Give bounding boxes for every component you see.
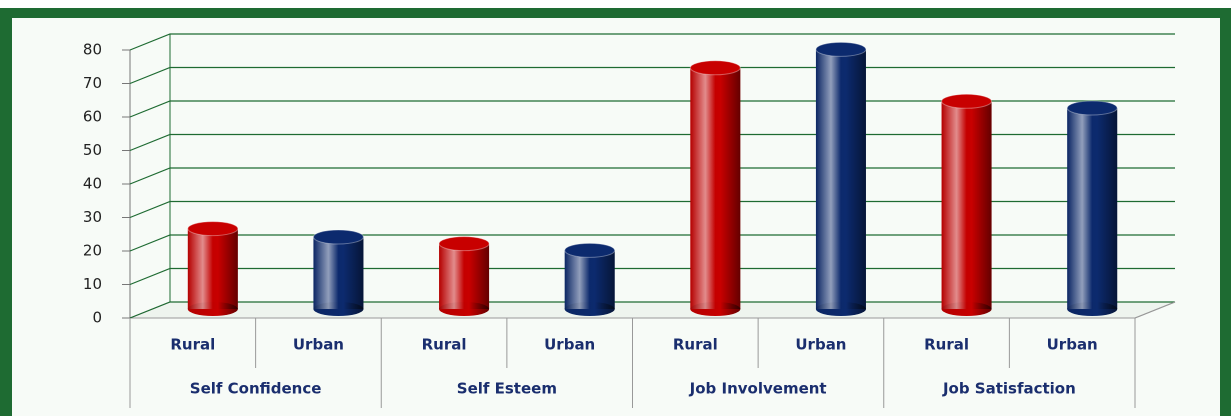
y-tick-label: 80 (83, 41, 102, 59)
y-tick-label: 60 (83, 108, 102, 126)
bar-highlight (1067, 108, 1118, 309)
group-label: Self Confidence (190, 380, 322, 398)
bar-highlight (187, 228, 238, 309)
y-tick-label: 0 (92, 309, 102, 327)
y-tick-label: 40 (83, 175, 102, 193)
y-tick-label: 20 (83, 242, 102, 260)
category-label: Rural (170, 336, 215, 354)
bar-cap (438, 236, 490, 252)
bar-shade (439, 302, 490, 316)
bar-shade (187, 302, 238, 316)
bar-cap (941, 93, 993, 109)
bar-cap (564, 242, 616, 258)
floor (129, 301, 1176, 319)
category-label: Urban (795, 336, 846, 354)
y-tick-label: 50 (83, 141, 102, 159)
bar-cap (1066, 100, 1118, 116)
bar-shade (1067, 302, 1118, 316)
group-label: Job Involvement (689, 380, 827, 398)
group-label: Job Satisfaction (942, 380, 1076, 398)
bar-highlight (439, 243, 490, 309)
plot-background (12, 18, 1220, 416)
bar-cap (689, 60, 741, 76)
category-label: Rural (673, 336, 718, 354)
bar-shade (815, 302, 866, 316)
bar-highlight (313, 236, 364, 309)
y-tick-label: 30 (83, 208, 102, 226)
bar-highlight (941, 101, 992, 309)
group-label: Self Esteem (457, 380, 557, 398)
category-label: Urban (1047, 336, 1098, 354)
table-line (1134, 301, 1176, 319)
category-label: Rural (422, 336, 467, 354)
bar-shade (690, 302, 741, 316)
bar-cap (187, 221, 239, 237)
bar-highlight (690, 67, 741, 309)
category-label: Urban (293, 336, 344, 354)
category-label: Urban (544, 336, 595, 354)
bar-highlight (815, 49, 866, 309)
y-tick-label: 70 (83, 74, 102, 92)
y-tick-label: 10 (83, 275, 102, 293)
bar-cap (312, 229, 364, 245)
category-label: Rural (924, 336, 969, 354)
bar-cap (815, 41, 867, 57)
bar-shade (313, 302, 364, 316)
bar-highlight (564, 250, 615, 309)
bar-shade (564, 302, 615, 316)
bar-shade (941, 302, 992, 316)
grid-line (129, 33, 1175, 51)
